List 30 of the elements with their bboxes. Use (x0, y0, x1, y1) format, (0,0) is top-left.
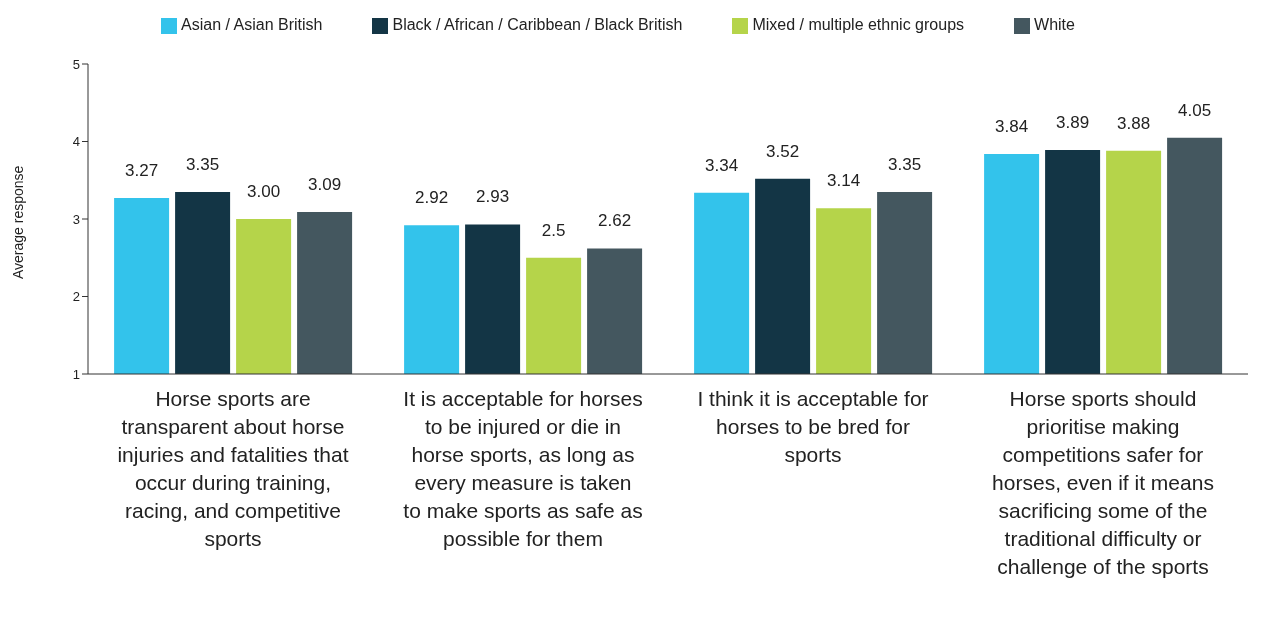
x-tick-label: I think it is acceptable for horses to be bred for sports (697, 387, 929, 466)
data-label: 2.5 (541, 220, 566, 240)
data-label: 3.27 (125, 161, 159, 181)
y-tick-label: 5 (72, 56, 80, 72)
y-tick-label: 1 (72, 366, 80, 382)
data-label: 3.84 (995, 116, 1029, 136)
data-label: 2.62 (598, 211, 632, 231)
data-label: 3.35 (888, 154, 922, 174)
data-label: 2.92 (415, 188, 449, 208)
data-label: 3.14 (827, 171, 861, 191)
legend-label: Black / African / Caribbean / Black British (392, 16, 683, 33)
legend-label: Mixed / multiple ethnic groups (752, 16, 965, 33)
x-tick-label: It is acceptable for horses to be injured or die in horse sports, as long as every measure is taken to make sports as safe as possible for them (403, 387, 643, 550)
y-axis-title: Average response (9, 165, 26, 279)
data-label: 3.89 (1056, 113, 1090, 133)
y-tick-label: 3 (72, 211, 80, 227)
x-tick-label: Horse sports should prioritise making competitions safer for horses, even if it means sacrificing some of the traditional difficulty or challenge of the sports (992, 387, 1214, 578)
legend-label: Asian / Asian British (181, 16, 323, 33)
y-tick-label: 4 (72, 134, 80, 150)
x-tick-label: Horse sports are transparent about horse injuries and fatalities that occur during training, racing, and competitive sports (117, 387, 349, 550)
data-label: 3.52 (766, 141, 800, 161)
y-tick-label: 2 (72, 289, 80, 305)
data-label: 3.34 (705, 155, 739, 175)
data-label: 3.35 (186, 154, 220, 174)
data-label: 3.00 (247, 182, 281, 201)
data-label: 4.05 (1178, 100, 1212, 120)
data-label: 3.88 (1117, 113, 1151, 133)
data-label: 3.09 (308, 175, 342, 195)
data-label: 2.93 (476, 187, 510, 207)
legend-label: White (1034, 16, 1075, 33)
